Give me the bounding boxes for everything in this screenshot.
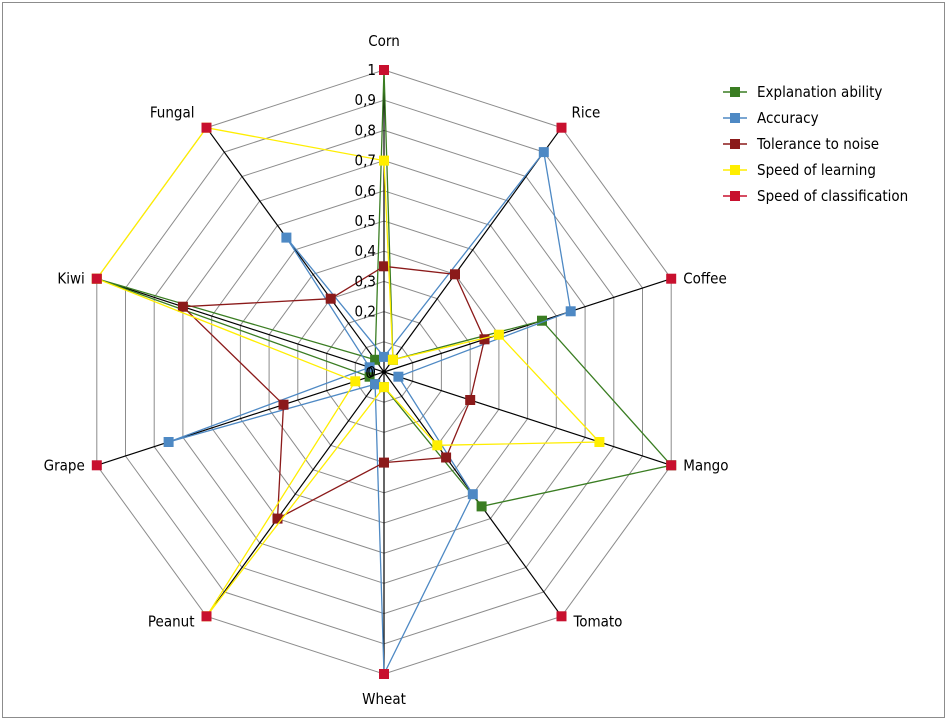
axis-spoke	[206, 127, 385, 373]
legend-marker-explanation-ability	[730, 87, 740, 97]
radar-chart: Corn Rice Coffee Mango Tomato Wheat Peanut Grap…	[44, 32, 909, 708]
point-speed-of-learning	[387, 354, 398, 365]
point-speed-of-learning	[594, 437, 605, 447]
point-speed-of-classification	[201, 122, 212, 133]
point-speed-of-classification	[556, 611, 567, 622]
axis-spoke	[383, 127, 562, 373]
category-labels: Corn Rice Coffee Mango Tomato Wheat Peanut Grap…	[44, 32, 729, 708]
tick-label: 0,5	[355, 212, 376, 230]
point-tolerance-to-noise	[479, 334, 490, 345]
point-tolerance-to-noise	[441, 452, 452, 463]
tick-labels: 00,20,30,40,50,60,70,80,910	[355, 61, 376, 382]
point-speed-of-classification	[379, 669, 389, 679]
point-accuracy	[393, 371, 404, 382]
category-label: Grape	[44, 456, 85, 474]
category-label: Kiwi	[57, 270, 84, 288]
tick-label: 1	[367, 61, 376, 79]
point-speed-of-classification	[666, 273, 677, 284]
radar-axes	[96, 70, 672, 674]
point-accuracy	[565, 306, 576, 317]
point-tolerance-to-noise	[272, 513, 283, 524]
point-tolerance-to-noise	[379, 457, 389, 468]
tick-label: 0,8	[355, 121, 376, 139]
point-explanation-ability	[537, 315, 547, 326]
axis-spoke	[96, 371, 385, 466]
legend-label-accuracy: Accuracy	[757, 109, 819, 127]
axis-spoke	[383, 371, 672, 466]
point-speed-of-classification	[379, 65, 389, 75]
tick-label: 0	[367, 363, 376, 381]
origin-label: 0	[365, 364, 374, 382]
point-accuracy	[281, 232, 292, 243]
point-accuracy	[538, 147, 549, 158]
category-label: Wheat	[362, 690, 406, 708]
radar-series	[91, 65, 677, 679]
point-speed-of-learning	[493, 329, 504, 340]
axis-spoke	[96, 278, 385, 373]
point-speed-of-learning	[379, 382, 389, 393]
category-label: Fungal	[150, 104, 195, 122]
category-label: Coffee	[683, 270, 727, 288]
axis-spoke	[206, 371, 385, 617]
category-label: Peanut	[148, 612, 195, 630]
point-accuracy	[364, 362, 375, 373]
legend-label-speed-of-classification: Speed of classification	[757, 187, 908, 205]
series-line-tolerance-to-noise	[181, 265, 486, 520]
point-speed-of-classification	[201, 611, 212, 622]
point-speed-of-learning	[379, 155, 389, 166]
legend-marker-accuracy	[730, 113, 740, 123]
category-label: Rice	[572, 104, 601, 122]
point-tolerance-to-noise	[325, 293, 336, 304]
category-label: Corn	[368, 32, 400, 50]
legend-marker-tolerance-to-noise	[730, 139, 740, 149]
point-speed-of-classification	[556, 122, 567, 133]
tick-label: 0,7	[355, 152, 376, 170]
point-speed-of-learning	[350, 376, 361, 387]
category-label: Mango	[683, 456, 728, 474]
point-tolerance-to-noise	[465, 395, 476, 405]
point-accuracy	[379, 351, 389, 362]
point-accuracy	[370, 379, 381, 390]
legend-label-tolerance-to-noise: Tolerance to noise	[756, 135, 879, 153]
point-explanation-ability	[476, 501, 487, 512]
point-explanation-ability	[370, 354, 381, 365]
legend-label-speed-of-learning: Speed of learning	[757, 161, 876, 179]
point-tolerance-to-noise	[379, 261, 389, 272]
legend-marker-speed-of-learning	[730, 165, 740, 175]
tick-label: 0,2	[355, 303, 376, 321]
point-explanation-ability	[364, 371, 375, 382]
legend-marker-speed-of-classification	[730, 191, 740, 201]
tick-label: 0,9	[355, 91, 376, 109]
tick-label: 0,6	[355, 182, 376, 200]
tick-label: 0,3	[355, 272, 376, 290]
point-speed-of-classification	[91, 273, 102, 284]
legend-label-explanation-ability: Explanation ability	[757, 83, 882, 101]
point-speed-of-classification	[666, 460, 677, 471]
point-accuracy	[467, 489, 478, 500]
legend: Explanation ability Accuracy Tolerance to …	[723, 83, 908, 205]
category-label: Tomato	[573, 612, 623, 630]
point-speed-of-learning	[432, 440, 443, 451]
point-speed-of-classification	[91, 460, 102, 471]
point-tolerance-to-noise	[177, 301, 188, 312]
point-tolerance-to-noise	[278, 399, 289, 410]
point-tolerance-to-noise	[450, 269, 460, 280]
tick-label: 0,4	[355, 242, 376, 260]
axis-spoke	[383, 278, 672, 373]
point-accuracy	[163, 437, 174, 447]
series-line-speed-of-learning	[95, 126, 601, 617]
